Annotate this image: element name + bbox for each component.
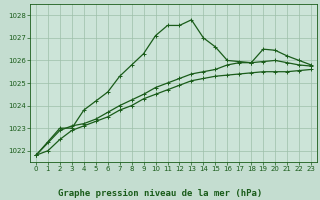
Text: Graphe pression niveau de la mer (hPa): Graphe pression niveau de la mer (hPa) xyxy=(58,189,262,198)
